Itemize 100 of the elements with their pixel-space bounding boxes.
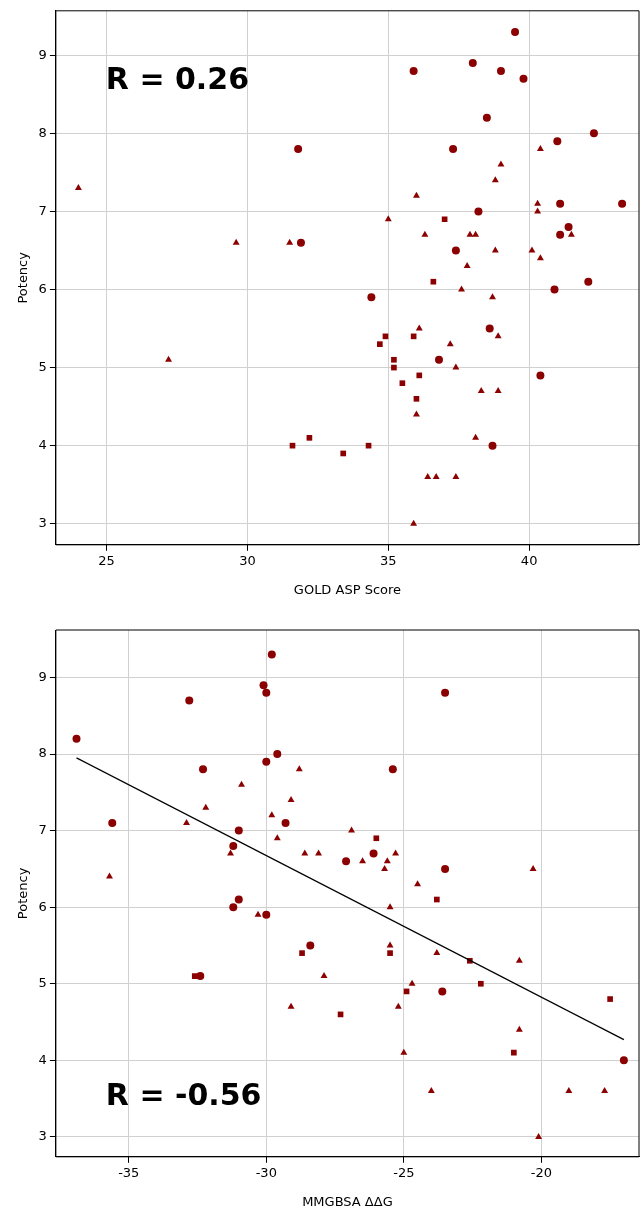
point <box>408 979 416 986</box>
point <box>441 864 450 873</box>
point <box>519 74 528 83</box>
point <box>340 450 347 457</box>
point <box>259 681 268 690</box>
point <box>227 849 234 856</box>
y-tick-label: 8 <box>38 124 47 140</box>
point <box>262 910 271 919</box>
point <box>348 826 356 833</box>
point <box>441 216 448 223</box>
point <box>488 441 497 450</box>
y-tick-label: 3 <box>38 1128 47 1144</box>
x-tick-label: 25 <box>98 552 115 568</box>
point <box>238 780 245 787</box>
point <box>273 750 282 759</box>
point <box>254 910 262 917</box>
y-tick-label: 6 <box>38 898 47 914</box>
point <box>399 380 406 387</box>
y-tick-label: 3 <box>38 515 47 531</box>
point <box>320 972 328 979</box>
point <box>511 1049 517 1056</box>
point <box>185 696 194 705</box>
point <box>286 238 294 245</box>
point <box>472 230 480 237</box>
point <box>232 238 240 245</box>
point <box>567 230 575 237</box>
y-tick-label: 4 <box>38 437 47 453</box>
point <box>451 246 460 255</box>
point <box>267 650 276 659</box>
point <box>477 387 485 393</box>
point <box>421 230 429 237</box>
point <box>515 1025 523 1032</box>
point <box>388 765 397 774</box>
point <box>535 1132 543 1139</box>
point <box>342 857 351 866</box>
x-tick-label: 35 <box>380 552 397 568</box>
point <box>391 364 397 371</box>
x-tick-label: -25 <box>393 1164 415 1180</box>
point <box>452 472 460 479</box>
point <box>387 950 393 956</box>
point <box>74 184 82 191</box>
y-tick-label: 4 <box>38 1051 47 1067</box>
x-tick-label: -20 <box>530 1164 552 1180</box>
point <box>367 293 376 302</box>
y-tick-label: 7 <box>38 202 47 218</box>
point <box>491 176 499 183</box>
y-tick-label: 5 <box>38 975 47 991</box>
point <box>556 199 565 208</box>
point <box>369 849 378 858</box>
point <box>377 341 383 347</box>
point <box>564 223 573 232</box>
point <box>565 1086 573 1093</box>
point <box>601 1086 609 1093</box>
point <box>229 841 238 850</box>
point <box>412 191 420 198</box>
point <box>196 972 205 981</box>
y-tick-label: 6 <box>38 280 47 296</box>
x-axis-title: GOLD ASP Score <box>293 581 402 597</box>
point <box>494 387 502 393</box>
point <box>446 340 454 347</box>
point <box>294 144 303 153</box>
point <box>438 987 447 996</box>
point <box>202 803 210 810</box>
point <box>281 818 290 827</box>
point <box>536 371 545 380</box>
point <box>273 834 281 841</box>
point <box>497 160 505 167</box>
point <box>511 27 520 36</box>
point <box>414 880 422 887</box>
point <box>287 795 295 802</box>
point <box>234 895 243 904</box>
x-tick-label: -30 <box>255 1164 277 1180</box>
point <box>373 835 380 842</box>
y-tick-label: 8 <box>38 745 47 761</box>
point <box>392 849 400 856</box>
point <box>400 1048 408 1055</box>
point <box>72 734 81 743</box>
point <box>478 980 484 987</box>
point <box>466 230 474 237</box>
y-axis-title: Potency <box>15 251 31 304</box>
point <box>413 395 420 402</box>
point <box>449 144 458 153</box>
point <box>108 818 117 827</box>
point <box>299 950 305 956</box>
point <box>430 278 437 285</box>
point <box>262 757 271 766</box>
point <box>199 765 208 774</box>
point <box>229 903 238 912</box>
point <box>287 1002 295 1009</box>
point <box>433 949 441 956</box>
point <box>306 941 315 950</box>
point <box>262 688 271 697</box>
point <box>432 472 440 479</box>
point <box>315 849 323 856</box>
point <box>301 849 309 856</box>
point <box>416 372 423 379</box>
point <box>409 66 418 75</box>
point <box>384 215 392 222</box>
y-axis-title: Potency <box>15 867 31 920</box>
point <box>485 324 494 333</box>
